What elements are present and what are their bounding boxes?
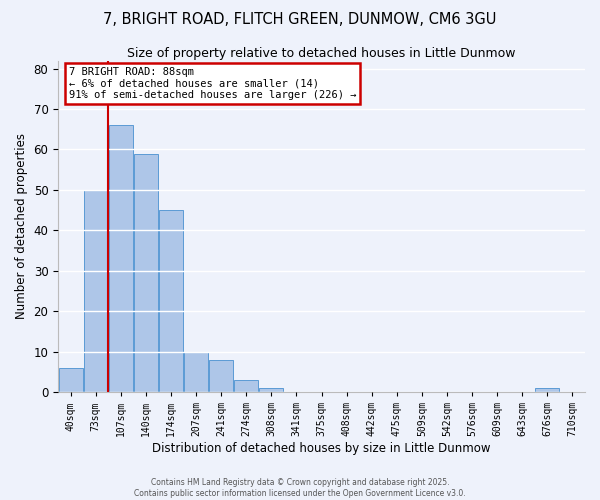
Y-axis label: Number of detached properties: Number of detached properties (15, 134, 28, 320)
Bar (159, 210, 183, 392)
Bar (259, 388, 283, 392)
Title: Size of property relative to detached houses in Little Dunmow: Size of property relative to detached ho… (127, 48, 516, 60)
Text: 7 BRIGHT ROAD: 88sqm
← 6% of detached houses are smaller (14)
91% of semi-detach: 7 BRIGHT ROAD: 88sqm ← 6% of detached ho… (68, 67, 356, 100)
X-axis label: Distribution of detached houses by size in Little Dunmow: Distribution of detached houses by size … (152, 442, 491, 455)
Bar (535, 388, 559, 392)
Bar (134, 154, 158, 392)
Bar (109, 125, 133, 392)
Bar (209, 360, 233, 392)
Text: 7, BRIGHT ROAD, FLITCH GREEN, DUNMOW, CM6 3GU: 7, BRIGHT ROAD, FLITCH GREEN, DUNMOW, CM… (103, 12, 497, 28)
Bar (59, 368, 83, 392)
Bar (235, 380, 258, 392)
Bar (84, 190, 108, 392)
Bar (184, 352, 208, 392)
Text: Contains HM Land Registry data © Crown copyright and database right 2025.
Contai: Contains HM Land Registry data © Crown c… (134, 478, 466, 498)
